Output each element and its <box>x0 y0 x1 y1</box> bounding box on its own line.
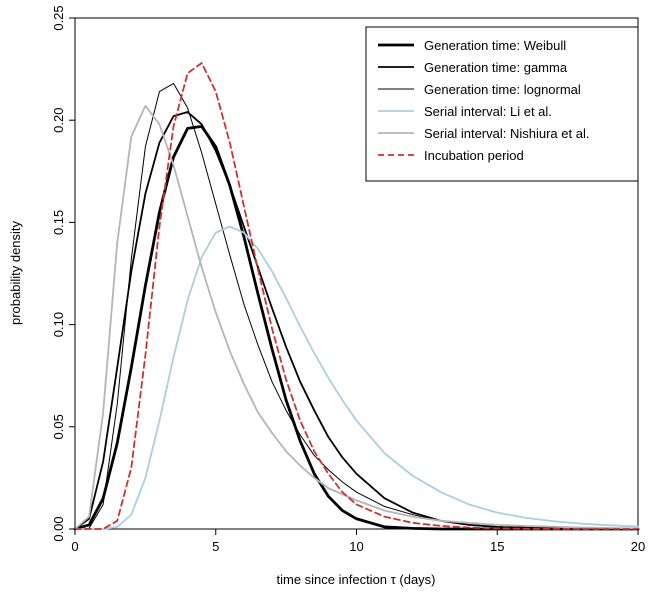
y-tick-label: 0.25 <box>51 5 66 30</box>
x-tick-label: 15 <box>490 539 504 554</box>
plot-area <box>73 17 640 531</box>
legend-label-3: Generation time: lognormal <box>424 82 581 97</box>
legend-label-2: Generation time: gamma <box>424 60 568 75</box>
x-tick-label: 10 <box>349 539 363 554</box>
series-line-6 <box>74 62 639 530</box>
y-axis: 0.00 0.05 0.10 0.15 0.20 0.25 <box>51 5 75 542</box>
x-axis-title: time since infection τ (days) <box>276 572 435 587</box>
x-tick-label: 5 <box>212 539 219 554</box>
x-tick-label: 0 <box>71 539 78 554</box>
y-tick-label: 0.15 <box>51 210 66 235</box>
y-tick-label: 0.20 <box>51 108 66 133</box>
legend-label-4: Serial interval: Li et al. <box>424 104 552 119</box>
series-layer <box>73 62 640 531</box>
legend-label-5: Serial interval: Nishiura et al. <box>424 126 589 141</box>
y-axis-title: probability density <box>8 220 23 325</box>
x-tick-label: 20 <box>631 539 645 554</box>
series-line-5 <box>74 104 639 530</box>
legend-label-1: Generation time: Weibull <box>424 38 566 53</box>
legend-frame <box>365 26 639 182</box>
y-tick-label: 0.05 <box>51 414 66 439</box>
y-tick-label: 0.00 <box>51 516 66 541</box>
legend-label-6: Incubation period <box>424 148 524 163</box>
legend: Generation time: Weibull Generation time:… <box>365 26 639 182</box>
y-tick-label: 0.10 <box>51 312 66 337</box>
series-line-1 <box>73 124 640 531</box>
x-axis: 0 5 10 15 20 <box>71 529 645 554</box>
series-line-4 <box>74 225 639 530</box>
